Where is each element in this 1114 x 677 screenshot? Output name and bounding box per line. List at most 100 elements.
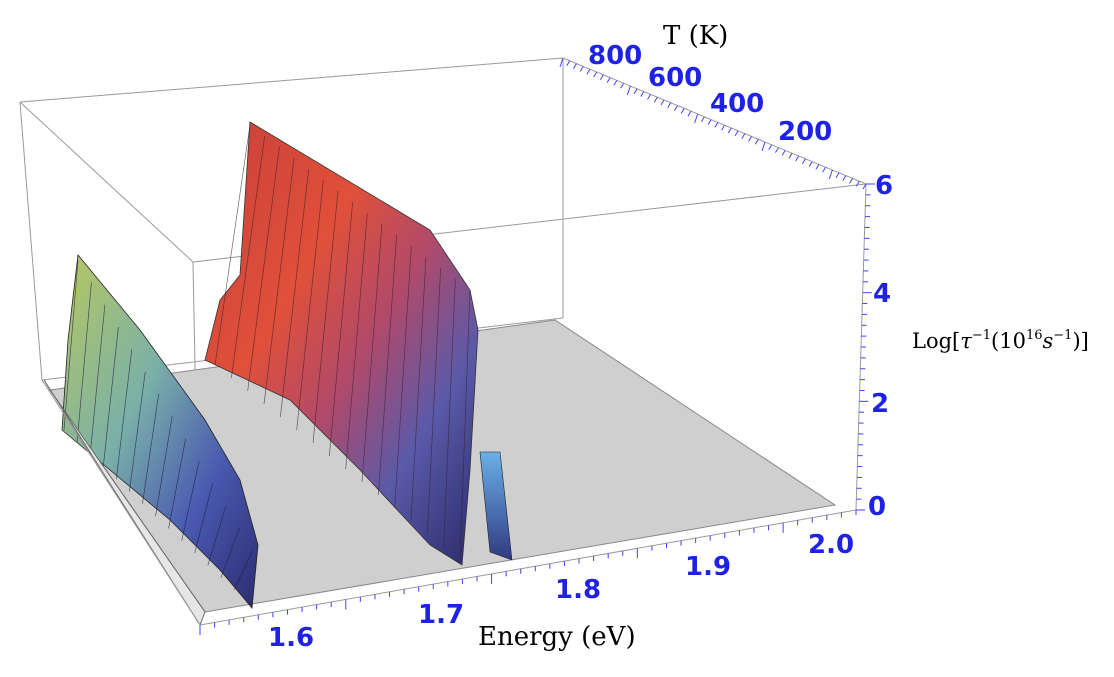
mesh-line bbox=[296, 179, 324, 431]
mesh-line bbox=[279, 168, 310, 418]
mesh-line bbox=[76, 282, 92, 443]
y-tick bbox=[808, 161, 813, 167]
y-tick bbox=[653, 96, 658, 103]
y-tick bbox=[828, 169, 833, 180]
y-tick bbox=[566, 60, 571, 67]
y-tick bbox=[694, 113, 699, 124]
mesh-line bbox=[194, 482, 213, 554]
y-tick bbox=[707, 119, 712, 125]
z-tick-label: 2 bbox=[871, 389, 889, 419]
mesh-line bbox=[263, 157, 295, 405]
y-tick bbox=[700, 116, 705, 123]
box-edge bbox=[19, 101, 194, 263]
y-axis-title: T (K) bbox=[663, 21, 728, 51]
x-tick-label: 1.7 bbox=[418, 600, 464, 630]
mesh-line bbox=[459, 289, 471, 561]
y-tick bbox=[822, 166, 827, 173]
mesh-line bbox=[129, 371, 146, 492]
mesh-line bbox=[102, 326, 119, 467]
surface-peak-3 bbox=[479, 451, 513, 561]
y-tick-label: 800 bbox=[588, 41, 642, 71]
y-tick bbox=[855, 180, 860, 187]
y-tick bbox=[573, 63, 577, 69]
box-edge bbox=[19, 101, 43, 381]
x-tick-label: 2.0 bbox=[808, 530, 854, 560]
y-tick-label: 600 bbox=[648, 63, 702, 93]
x-tick-label: 1.8 bbox=[555, 575, 601, 605]
z-axis-ticks bbox=[856, 183, 875, 511]
box-edge bbox=[199, 509, 857, 626]
mesh-line bbox=[181, 460, 200, 541]
y-tick bbox=[801, 158, 806, 165]
y-tick bbox=[714, 122, 719, 128]
surface-peak-1 bbox=[61, 254, 259, 609]
mesh-line bbox=[247, 146, 280, 392]
y-tick bbox=[775, 147, 779, 153]
y-tick bbox=[633, 88, 638, 95]
z-tick-label: 4 bbox=[873, 279, 891, 309]
x-axis-ticks bbox=[199, 510, 857, 635]
y-tick bbox=[727, 127, 732, 134]
mesh-line bbox=[426, 267, 442, 535]
y-tick bbox=[660, 99, 665, 106]
mesh-line bbox=[410, 256, 427, 522]
y-tick bbox=[559, 57, 564, 68]
x-tick-label: 1.6 bbox=[268, 623, 314, 653]
y-tick bbox=[606, 77, 611, 83]
mesh-line bbox=[394, 245, 412, 509]
mesh-line bbox=[142, 393, 160, 504]
surface-mesh bbox=[214, 124, 471, 561]
y-tick bbox=[593, 71, 598, 78]
x-axis-title: Energy (eV) bbox=[478, 622, 636, 652]
y-tick bbox=[741, 133, 746, 139]
y-tick bbox=[781, 150, 786, 156]
y-tick-label: 200 bbox=[778, 117, 832, 147]
y-tick bbox=[721, 124, 726, 131]
y-tick bbox=[599, 74, 604, 81]
y-axis-ticks bbox=[559, 57, 867, 190]
y-tick bbox=[586, 68, 591, 75]
mesh-line bbox=[115, 349, 133, 480]
y-tick bbox=[768, 144, 773, 151]
mesh-line bbox=[89, 304, 106, 455]
box-edge bbox=[19, 57, 564, 103]
y-tick-label: 400 bbox=[710, 89, 764, 119]
floor-edge bbox=[43, 379, 206, 627]
surface-mesh bbox=[63, 259, 254, 591]
mesh-line bbox=[220, 527, 240, 578]
y-tick bbox=[640, 91, 645, 97]
mesh-line bbox=[233, 549, 254, 591]
y-tick bbox=[667, 102, 672, 109]
y-tick bbox=[761, 141, 766, 152]
y-tick bbox=[674, 105, 678, 111]
z-axis-title: Log[τ−1(1016s−1)] bbox=[912, 328, 1089, 353]
mesh-line bbox=[230, 135, 266, 379]
mesh-line bbox=[214, 124, 251, 366]
y-tick bbox=[748, 136, 752, 142]
y-tick bbox=[620, 82, 625, 89]
y-tick bbox=[687, 110, 692, 117]
y-tick bbox=[862, 183, 867, 190]
surface-peak-2 bbox=[204, 121, 479, 566]
x-tick-label: 1.9 bbox=[685, 552, 731, 582]
z-tick-label: 0 bbox=[868, 492, 886, 522]
y-tick bbox=[849, 178, 853, 184]
mesh-line bbox=[377, 234, 398, 496]
mesh-line bbox=[155, 416, 173, 517]
mesh-line bbox=[361, 223, 383, 483]
y-tick bbox=[795, 155, 800, 162]
mesh-line bbox=[443, 278, 456, 548]
y-tick bbox=[647, 94, 651, 100]
y-tick bbox=[734, 130, 739, 137]
y-tick bbox=[815, 164, 820, 170]
y-tick bbox=[613, 80, 618, 86]
box-edge bbox=[41, 379, 201, 626]
mesh-line bbox=[63, 259, 79, 431]
box-edge bbox=[562, 57, 867, 185]
y-tick bbox=[788, 152, 793, 159]
z-tick-label: 6 bbox=[875, 171, 893, 201]
mesh-line bbox=[207, 505, 227, 566]
y-tick bbox=[626, 85, 631, 96]
y-tick bbox=[680, 108, 685, 114]
